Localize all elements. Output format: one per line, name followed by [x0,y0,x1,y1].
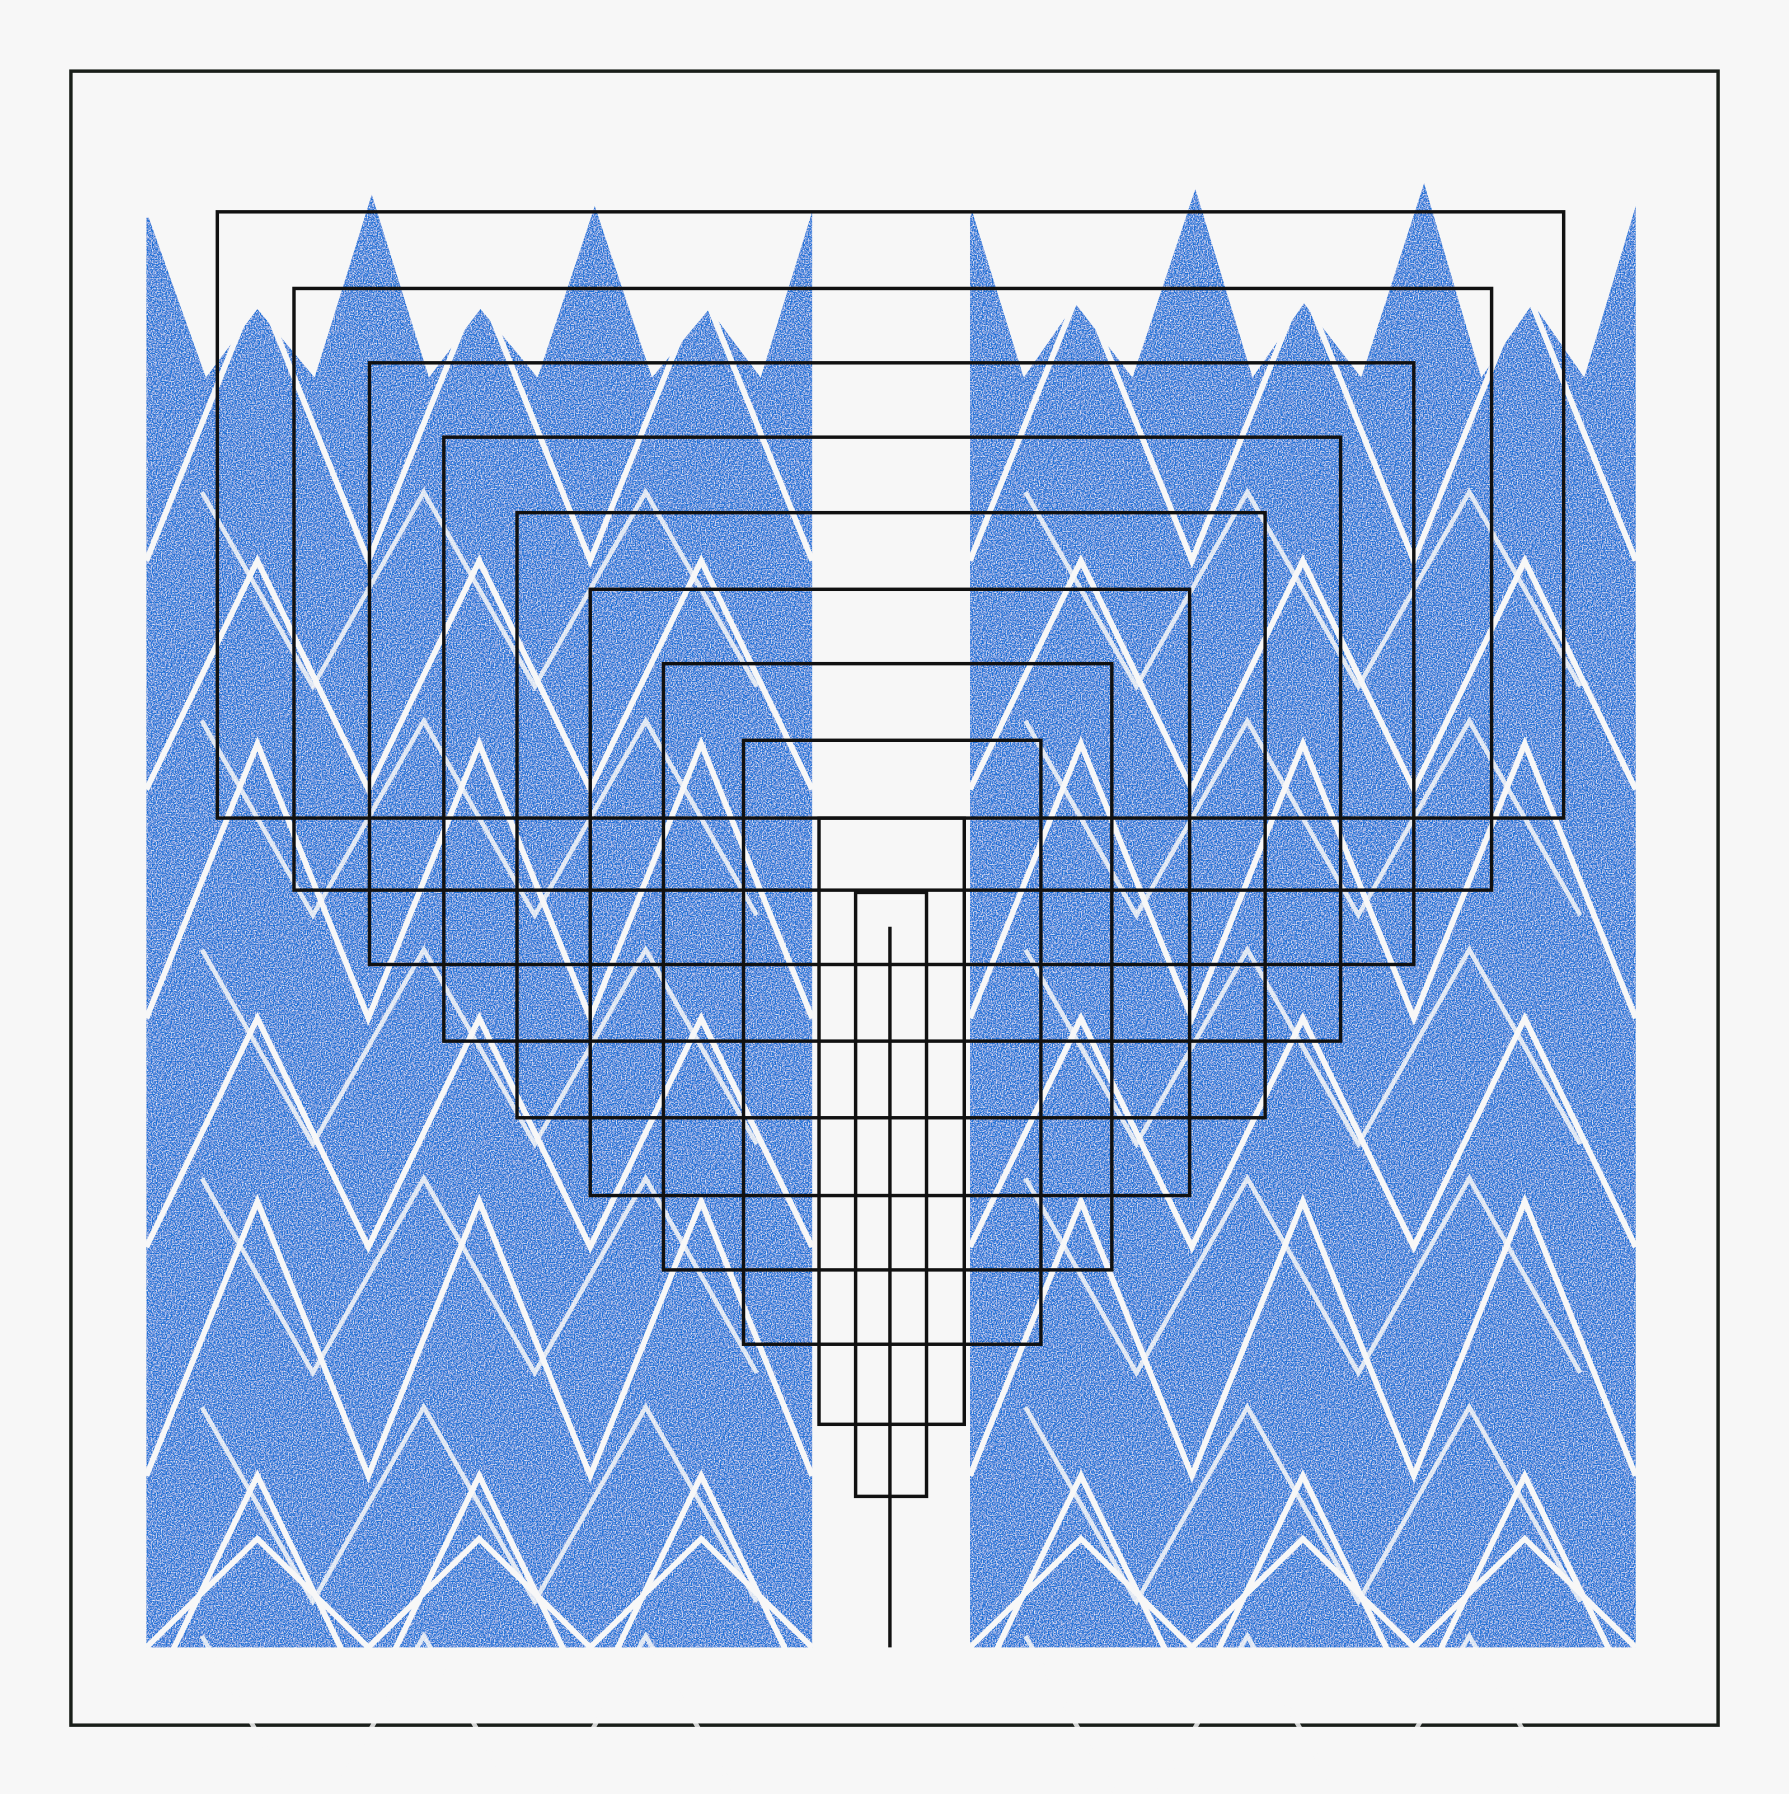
nested-rectangles [215,210,1566,1648]
white-zigzag [967,278,1639,569]
outline-rectangle [292,286,1494,892]
white-zigzag [967,1011,1639,1254]
outline-rectangle [661,661,1114,1272]
white-zigzag [199,1402,759,1607]
white-zigzag [143,1469,815,1712]
white-zigzag [1023,487,1583,692]
white-zigzag [199,1631,739,1794]
white-zigzag [143,1193,815,1484]
white-zigzag [967,736,1639,1026]
white-zigzag [143,1011,815,1254]
outline-rectangle [741,738,1043,1346]
stipple-block [969,183,1636,1648]
stipple-block [146,194,813,1648]
white-zigzag [967,1193,1639,1484]
white-zigzag [967,554,1639,797]
outline-rectangle [442,435,1343,1043]
outer-frame [69,69,1720,1727]
white-zigzag [967,1469,1639,1712]
right-stipple-block [967,183,1639,1794]
white-zigzag [143,736,815,1026]
white-zigzag [143,278,815,569]
white-zigzag [1023,1631,1563,1794]
left-stipple-block [143,194,815,1794]
white-zigzag [1023,1173,1583,1378]
stipple-triangle-field [143,183,1639,1794]
white-zigzag [1023,945,1583,1149]
white-zigzag [967,1534,1638,1652]
white-zigzag [144,1534,815,1652]
white-zigzag [143,554,815,797]
white-zigzag [1023,1402,1583,1607]
